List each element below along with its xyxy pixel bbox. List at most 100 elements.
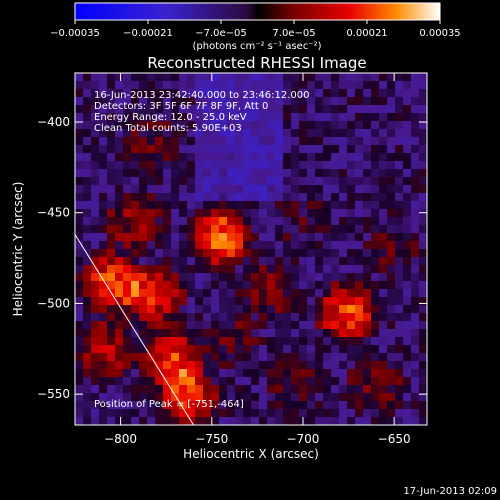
- heatmap-cell: [131, 193, 140, 202]
- heatmap-cell: [275, 193, 284, 202]
- heatmap-cell: [107, 321, 116, 330]
- heatmap-cell: [243, 265, 252, 274]
- heatmap-cell: [211, 337, 220, 346]
- heatmap-cell: [275, 161, 284, 170]
- heatmap-cell: [227, 409, 236, 418]
- heatmap-cell: [139, 337, 148, 346]
- heatmap-cell: [163, 241, 172, 250]
- heatmap-cell: [107, 281, 116, 290]
- heatmap-cell: [251, 217, 260, 226]
- heatmap-cell: [123, 97, 132, 106]
- heatmap-cell: [91, 393, 100, 402]
- heatmap-cell: [179, 297, 188, 306]
- heatmap-cell: [139, 313, 148, 322]
- heatmap-cell: [355, 161, 364, 170]
- heatmap-cell: [315, 409, 324, 418]
- heatmap-cell: [251, 73, 260, 82]
- heatmap-cell: [379, 209, 388, 218]
- heatmap-cell: [387, 321, 396, 330]
- info-detectors: Detectors: 3F 5F 6F 7F 8F 9F, Att 0: [94, 101, 268, 112]
- heatmap-cell: [203, 321, 212, 330]
- heatmap-cell: [227, 305, 236, 314]
- heatmap-cell: [387, 361, 396, 370]
- heatmap-cell: [347, 377, 356, 386]
- heatmap-cell: [99, 337, 108, 346]
- heatmap-cell: [155, 377, 164, 386]
- heatmap-cell: [91, 209, 100, 218]
- heatmap-cell: [371, 369, 380, 378]
- heatmap-cell: [307, 249, 316, 258]
- heatmap-cell: [227, 361, 236, 370]
- heatmap-cell: [227, 129, 236, 138]
- heatmap-cell: [75, 265, 84, 274]
- heatmap-cell: [411, 193, 420, 202]
- heatmap-cell: [371, 337, 380, 346]
- heatmap-cell: [403, 345, 412, 354]
- heatmap-cell: [419, 337, 427, 346]
- heatmap-cell: [131, 281, 140, 290]
- heatmap-cell: [291, 257, 300, 266]
- heatmap-cell: [299, 321, 308, 330]
- heatmap-cell: [379, 385, 388, 394]
- heatmap-cell: [355, 249, 364, 258]
- heatmap-cell: [331, 225, 340, 234]
- heatmap-cell: [75, 193, 84, 202]
- heatmap-cell: [203, 289, 212, 298]
- heatmap-cell: [291, 345, 300, 354]
- heatmap-cell: [283, 161, 292, 170]
- heatmap-cell: [123, 137, 132, 146]
- heatmap-cell: [123, 225, 132, 234]
- heatmap-cell: [147, 185, 156, 194]
- heatmap-cell: [171, 417, 180, 425]
- heatmap-cell: [115, 233, 124, 242]
- heatmap-cell: [387, 137, 396, 146]
- heatmap-cell: [75, 185, 84, 194]
- heatmap-cell: [411, 145, 420, 154]
- heatmap-cell: [203, 337, 212, 346]
- heatmap-cell: [179, 105, 188, 114]
- heatmap-cell: [331, 121, 340, 130]
- heatmap-cell: [403, 217, 412, 226]
- heatmap-cell: [275, 225, 284, 234]
- heatmap-cell: [395, 129, 404, 138]
- colorbar-tick-label: −7.0e−05: [195, 28, 247, 39]
- heatmap-cell: [155, 305, 164, 314]
- heatmap-cell: [155, 329, 164, 338]
- heatmap-cell: [99, 113, 108, 122]
- heatmap-cell: [363, 121, 372, 130]
- heatmap-cell: [163, 297, 172, 306]
- heatmap-cell: [219, 401, 228, 410]
- heatmap-cell: [403, 137, 412, 146]
- heatmap-cell: [227, 185, 236, 194]
- heatmap-cell: [251, 193, 260, 202]
- heatmap-cell: [363, 361, 372, 370]
- heatmap-cell: [395, 353, 404, 362]
- heatmap-cell: [75, 353, 84, 362]
- heatmap-cell: [315, 225, 324, 234]
- heatmap-cell: [411, 329, 420, 338]
- heatmap-cell: [251, 145, 260, 154]
- heatmap-cell: [395, 153, 404, 162]
- heatmap-cell: [411, 345, 420, 354]
- heatmap-cell: [411, 233, 420, 242]
- heatmap-cell: [331, 137, 340, 146]
- heatmap-cell: [83, 329, 92, 338]
- heatmap-cell: [155, 169, 164, 178]
- heatmap-cell: [131, 313, 140, 322]
- heatmap-cell: [195, 89, 204, 98]
- heatmap-cell: [371, 289, 380, 298]
- heatmap-cell: [139, 377, 148, 386]
- heatmap-cell: [107, 225, 116, 234]
- heatmap-cell: [171, 209, 180, 218]
- heatmap-cell: [299, 241, 308, 250]
- heatmap-cell: [291, 145, 300, 154]
- heatmap-cell: [355, 97, 364, 106]
- heatmap-cell: [139, 73, 148, 82]
- heatmap-cell: [83, 121, 92, 130]
- heatmap-cell: [403, 297, 412, 306]
- heatmap-cell: [211, 201, 220, 210]
- heatmap-cell: [243, 225, 252, 234]
- heatmap-cell: [347, 113, 356, 122]
- heatmap-cell: [91, 369, 100, 378]
- heatmap-cell: [387, 129, 396, 138]
